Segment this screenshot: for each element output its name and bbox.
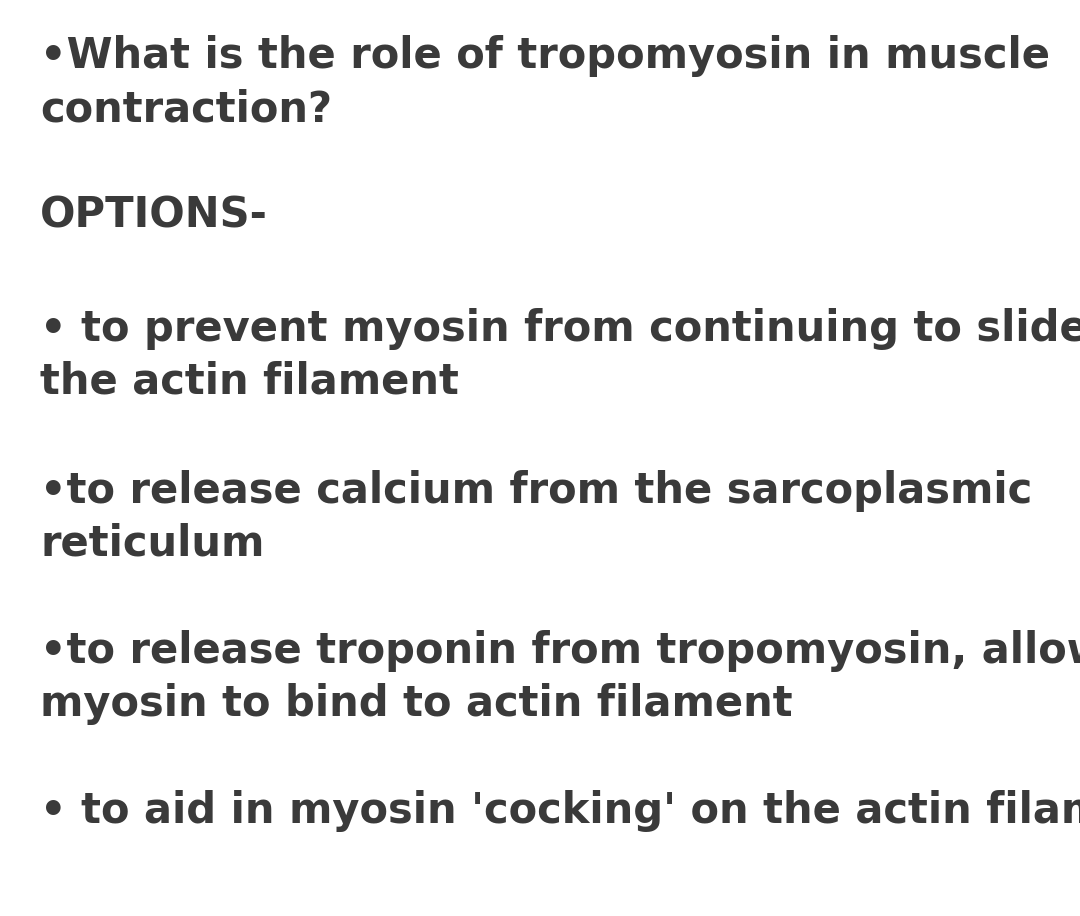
Text: •to release troponin from tropomyosin, allowing: •to release troponin from tropomyosin, a… bbox=[40, 630, 1080, 672]
Text: • to aid in myosin 'cocking' on the actin filament .: • to aid in myosin 'cocking' on the acti… bbox=[40, 790, 1080, 832]
Text: •What is the role of tropomyosin in muscle: •What is the role of tropomyosin in musc… bbox=[40, 35, 1050, 77]
Text: myosin to bind to actin filament: myosin to bind to actin filament bbox=[40, 683, 793, 725]
Text: • to prevent myosin from continuing to slide up: • to prevent myosin from continuing to s… bbox=[40, 308, 1080, 350]
Text: contraction?: contraction? bbox=[40, 88, 333, 130]
Text: the actin filament: the actin filament bbox=[40, 361, 459, 403]
Text: reticulum: reticulum bbox=[40, 523, 265, 565]
Text: •to release calcium from the sarcoplasmic: •to release calcium from the sarcoplasmi… bbox=[40, 470, 1032, 512]
Text: OPTIONS-: OPTIONS- bbox=[40, 195, 268, 237]
